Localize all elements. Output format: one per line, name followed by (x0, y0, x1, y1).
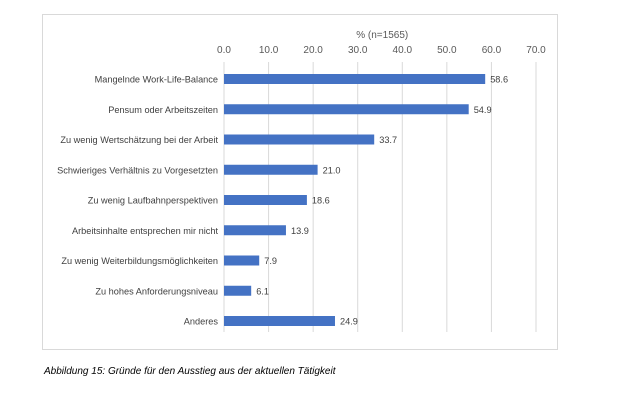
category-label: Schwieriges Verhältnis zu Vorgesetzten (57, 165, 218, 175)
figure-caption: Abbildung 15: Gründe für den Ausstieg au… (44, 366, 336, 377)
tick-label: 40.0 (393, 45, 413, 56)
tick-label: 70.0 (526, 45, 546, 56)
category-label: Zu wenig Laufbahnperspektiven (88, 196, 218, 206)
data-label: 6.1 (256, 286, 269, 296)
bar (224, 316, 335, 326)
bar (224, 195, 307, 205)
tick-label: 30.0 (348, 45, 368, 56)
chart-frame (42, 14, 558, 350)
data-label: 21.0 (323, 165, 341, 175)
tick-label: 20.0 (303, 45, 323, 56)
category-label: Zu hohes Anforderungsniveau (95, 286, 218, 296)
category-label: Zu wenig Weiterbildungsmöglichkeiten (61, 256, 218, 266)
data-label: 33.7 (379, 135, 397, 145)
bar (224, 74, 486, 84)
axis-title: % (n=1565) (356, 30, 408, 41)
tick-label: 0.0 (217, 45, 231, 56)
category-label: Pensum oder Arbeitszeiten (108, 105, 218, 115)
data-label: 58.6 (490, 75, 508, 85)
bar (224, 285, 252, 296)
tick-label: 60.0 (482, 45, 502, 56)
category-label: Arbeitsinhalte entsprechen mir nicht (72, 226, 219, 236)
tick-label: 50.0 (437, 45, 457, 56)
bar (224, 104, 469, 115)
bar (224, 225, 286, 236)
bar (224, 255, 260, 266)
data-label: 54.9 (474, 105, 492, 115)
category-label: Anderes (184, 317, 219, 327)
bar (224, 134, 375, 145)
data-label: 7.9 (264, 256, 277, 266)
data-label: 13.9 (291, 226, 309, 236)
data-label: 18.6 (312, 196, 330, 206)
data-label: 24.9 (340, 317, 358, 327)
tick-label: 10.0 (259, 45, 279, 56)
category-label: Zu wenig Wertschätzung bei der Arbeit (60, 135, 218, 145)
category-label: Mangelnde Work-Life-Balance (95, 75, 218, 85)
bar (224, 164, 318, 175)
